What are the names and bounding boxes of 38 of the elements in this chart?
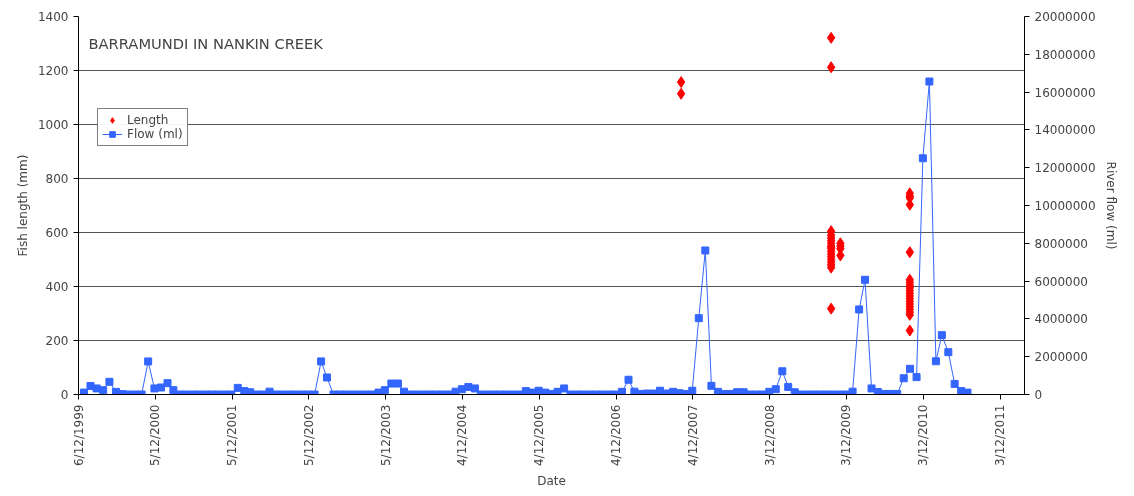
x-tick-label: 4/12/2005 — [532, 404, 547, 467]
x-tick-label: 5/12/2003 — [378, 404, 393, 467]
text: BARRAMUNDI IN NANKIN CREEK — [88, 34, 324, 52]
y-tick-label: 1200 — [37, 64, 69, 78]
x-tick-label: 4/12/2004 — [455, 404, 470, 467]
y2-axis-title: River flow (ml) — [1103, 161, 1118, 250]
y-tick-label: 600 — [45, 226, 69, 240]
y2-tick-label: 8000000 — [1034, 236, 1088, 251]
y-tick-label: 1000 — [37, 118, 69, 132]
x-tick-label: 5/12/2001 — [225, 404, 240, 467]
y2-tick-label: 4000000 — [1034, 312, 1088, 327]
x-tick-label: 6/12/1999 — [71, 404, 86, 467]
y2-tick-label: 12000000 — [1034, 161, 1096, 176]
x-tick-label: 4/12/2006 — [609, 404, 624, 467]
legend-label: Length — [127, 113, 169, 127]
x-axis-title: Date — [537, 474, 566, 489]
y2-tick-label: 0 — [1034, 388, 1043, 402]
y-tick-label: 1400 — [37, 10, 69, 24]
y2-tick-label: 10000000 — [1034, 199, 1096, 213]
legend-label: Flow (ml) — [127, 127, 183, 141]
y2-tick-label: 16000000 — [1034, 85, 1096, 100]
y2-tick-label: 18000000 — [1034, 47, 1096, 62]
y2-tick-label: 20000000 — [1034, 10, 1096, 24]
y-tick-label: 800 — [45, 172, 69, 186]
y2-tick-label: 14000000 — [1034, 123, 1096, 138]
y2-tick-label: 2000000 — [1034, 350, 1088, 365]
x-tick-label: 4/12/2007 — [685, 404, 700, 467]
y-tick-label: 400 — [45, 280, 69, 294]
y-tick-label: 0 — [60, 388, 69, 402]
y-axis-title: Fish length (mm) — [15, 154, 30, 257]
y2-tick-label: 6000000 — [1034, 274, 1088, 289]
x-tick-label: 3/12/2008 — [762, 404, 777, 467]
x-tick-label: 3/12/2011 — [993, 404, 1008, 467]
y-tick-label: 200 — [45, 334, 69, 348]
x-tick-label: 5/12/2002 — [301, 404, 316, 467]
x-tick-label: 3/12/2009 — [839, 404, 854, 467]
x-tick-label: 5/12/2000 — [148, 404, 163, 467]
x-tick-label: 3/12/2010 — [916, 404, 931, 467]
